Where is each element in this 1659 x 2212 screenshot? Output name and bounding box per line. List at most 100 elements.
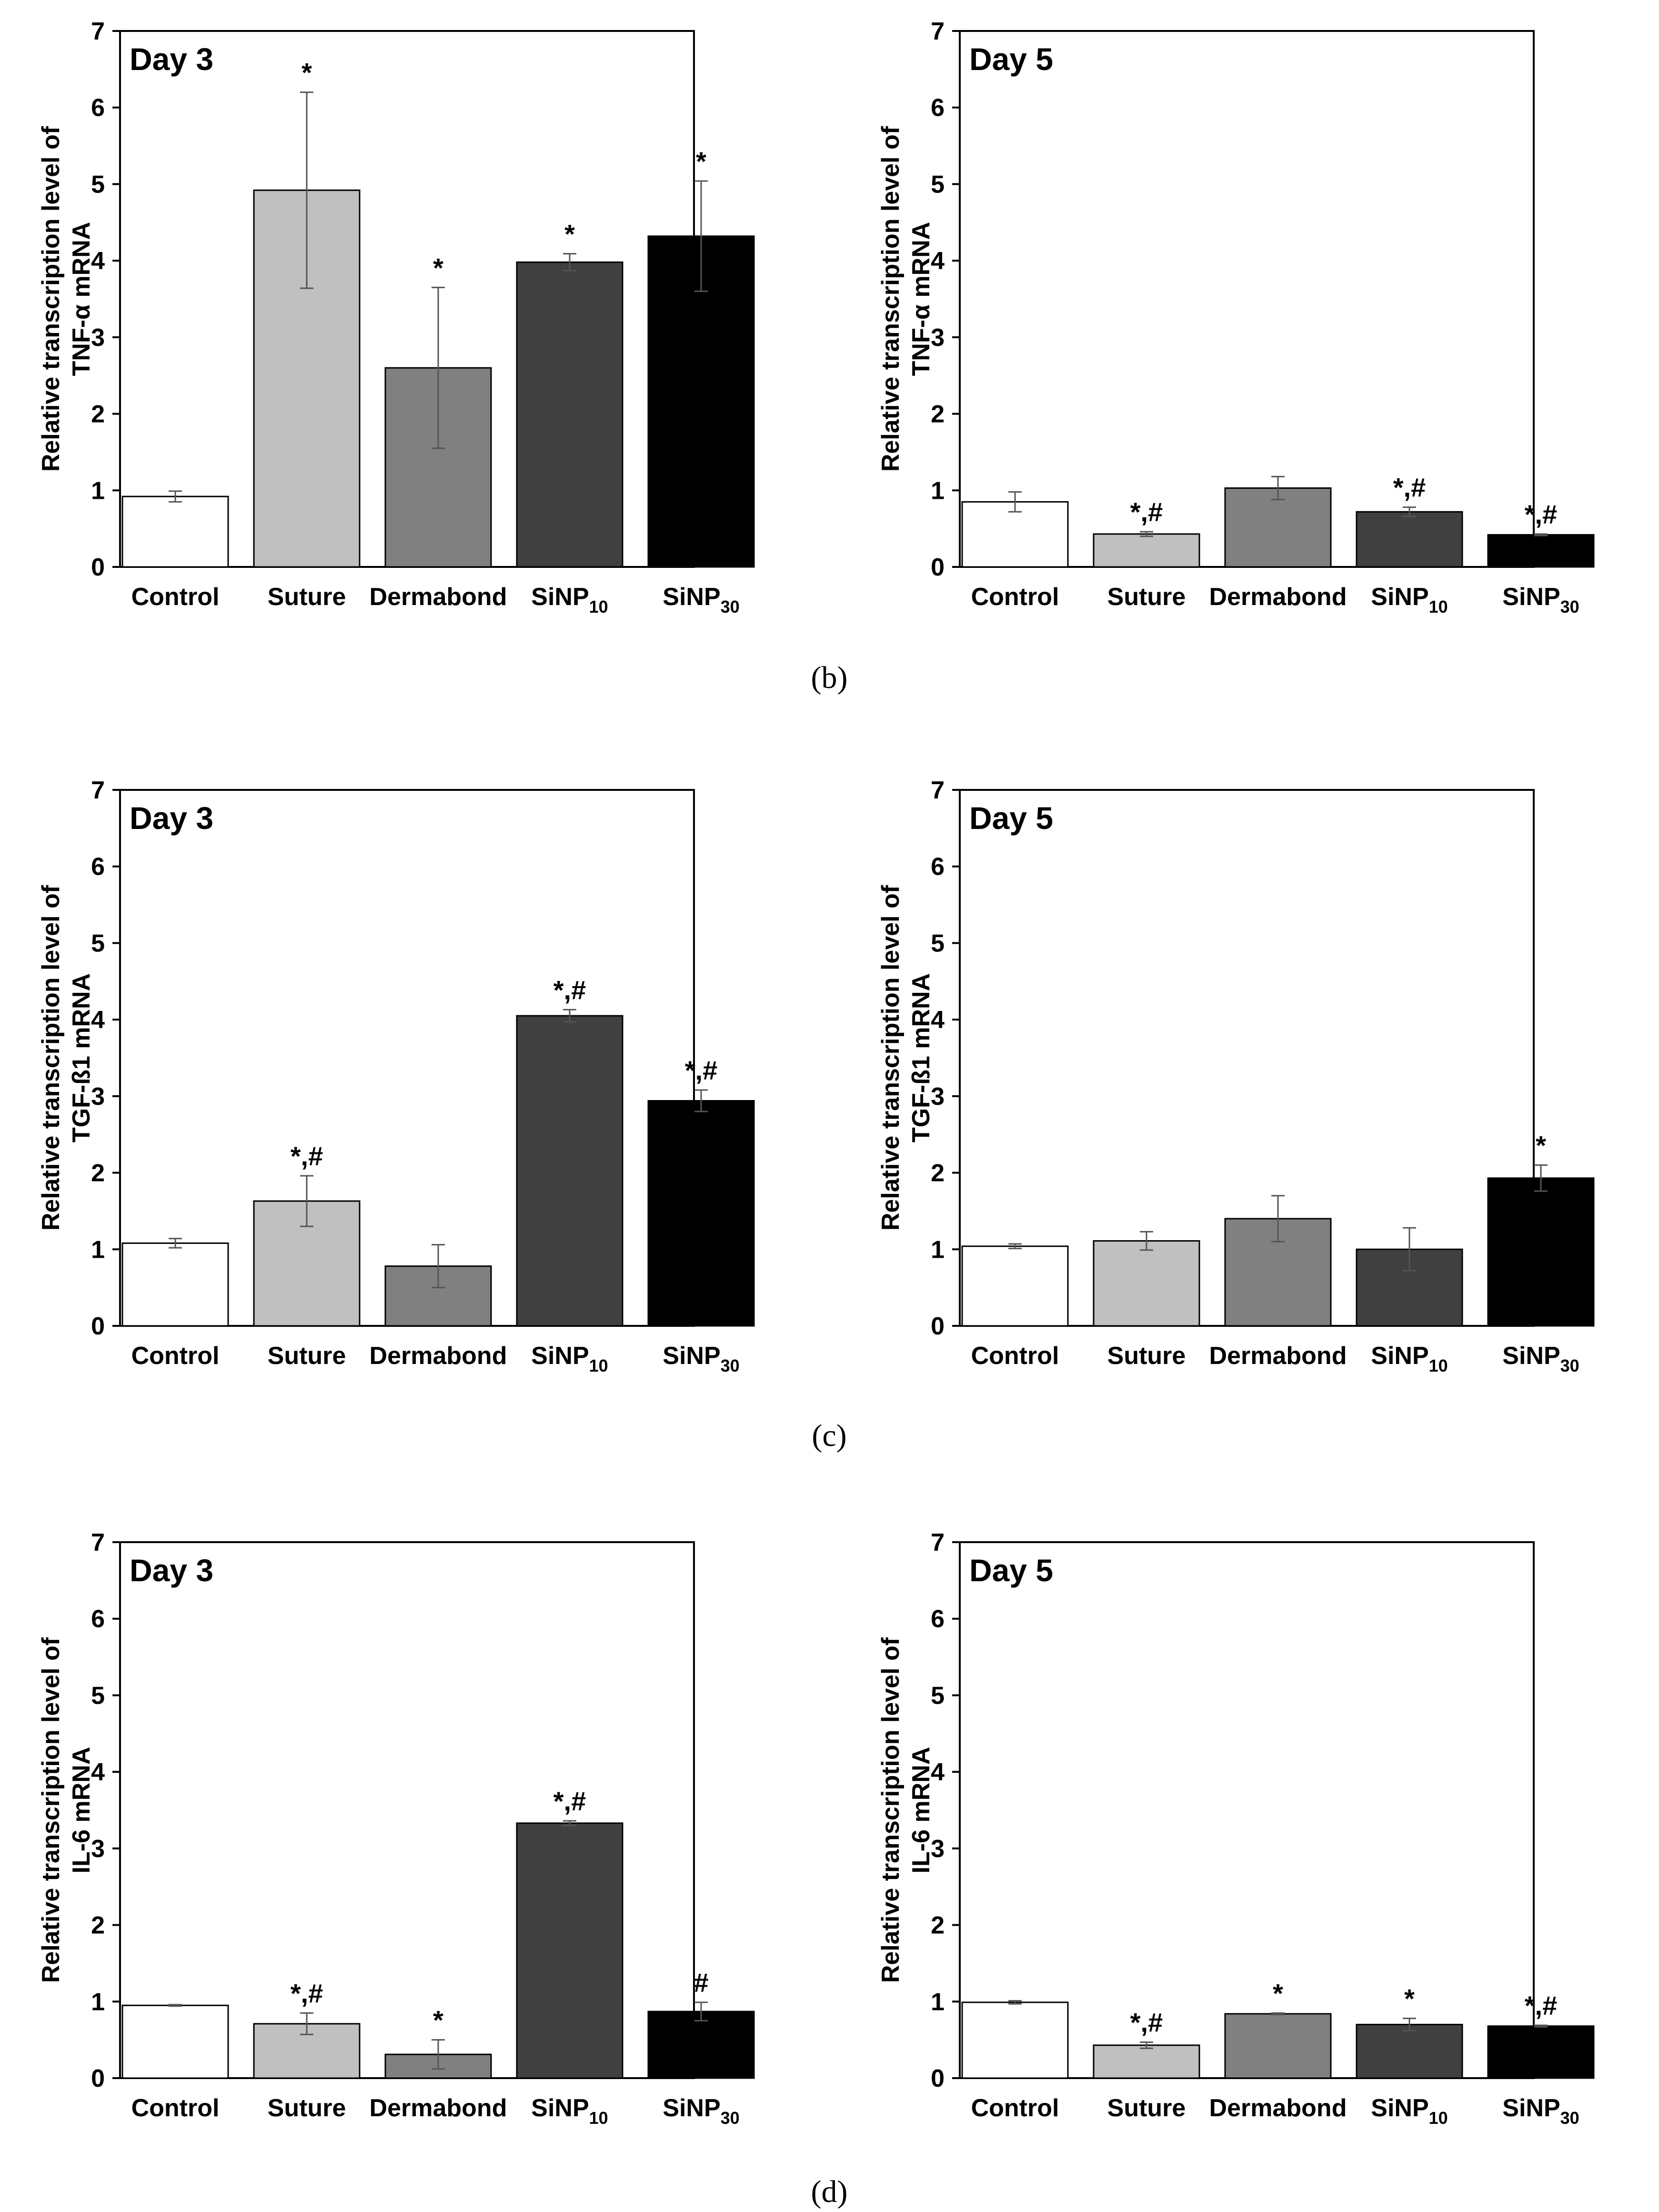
chart-title: Day 5 (969, 800, 1053, 836)
chart-3: 0 1 2 3 4 5 6 7 Relative transcription level of T… (37, 777, 755, 1375)
bar-control (961, 1245, 1069, 1327)
chart-2: 0 1 2 3 4 5 6 7 Relative transcription level of T… (877, 18, 1595, 616)
bar-control (121, 2004, 229, 2079)
x-tick-label-base: Control (971, 2094, 1059, 2122)
y-tick-label: 7 (931, 1529, 945, 1556)
bar-dermabond (1224, 487, 1332, 568)
panel-label-c: (c) (812, 1418, 846, 1453)
x-tick-label-subscript: 30 (721, 2108, 740, 2128)
y-tick-label: 5 (91, 171, 105, 198)
significance-marker: # (694, 1968, 708, 1998)
significance-marker: * (696, 146, 706, 176)
x-tick-label-subscript: 10 (1429, 2108, 1448, 2128)
x-tick-label-subscript: 30 (721, 597, 740, 616)
x-tick-label-base: Control (971, 1342, 1059, 1370)
y-tick-label: 0 (931, 2065, 945, 2092)
y-tick-label: 5 (931, 929, 945, 957)
x-tick-label-control: Control (131, 2094, 220, 2122)
y-tick-label: 7 (91, 777, 105, 804)
chart-1: 0 1 2 3 4 5 6 7 Relative transcription level of T… (37, 18, 755, 616)
panel-label-b: (b) (811, 660, 848, 695)
bar-control (961, 2001, 1069, 2079)
x-tick-label-base: SiNP (1502, 1342, 1560, 1370)
x-tick-label-subscript: 30 (1560, 597, 1579, 616)
x-tick-label-dermabond: Dermabond (1209, 583, 1347, 611)
y-tick-label: 7 (91, 18, 105, 45)
significance-marker: *,# (553, 1786, 586, 1816)
x-tick-label-subscript: 10 (1429, 597, 1448, 616)
bar-sinp30 (647, 1100, 755, 1327)
x-tick-label-subscript: 30 (1560, 1356, 1579, 1375)
bar-dermabond (384, 1265, 492, 1327)
x-tick-label-base: Suture (268, 2094, 346, 2122)
bar-sinp10 (516, 261, 623, 568)
chart-4: 0 1 2 3 4 5 6 7 Relative transcription level of T… (877, 777, 1595, 1375)
x-tick-label-control: Control (971, 1342, 1059, 1370)
chart-title: Day 3 (130, 1553, 213, 1588)
x-tick-label-sinp10: SiNP10 (1371, 583, 1448, 616)
x-tick-label-base: Dermabond (370, 2094, 507, 2122)
x-tick-label-base: Dermabond (1209, 2094, 1347, 2122)
y-tick-label: 3 (91, 1835, 105, 1863)
significance-marker: *,# (1525, 1990, 1558, 2020)
bar-control (961, 501, 1069, 568)
significance-marker: * (302, 58, 312, 88)
x-tick-label-base: Suture (1107, 2094, 1186, 2122)
y-axis-label-measure: TNF-α mRNA (68, 222, 95, 376)
x-tick-label-suture: Suture (1107, 583, 1186, 611)
y-tick-label: 5 (91, 929, 105, 957)
x-tick-label-sinp30: SiNP30 (663, 1342, 739, 1375)
y-tick-label: 7 (931, 777, 945, 804)
plot-frame (959, 1541, 1535, 2079)
y-tick-label: 5 (91, 1682, 105, 1709)
significance-marker: *,# (1525, 499, 1558, 529)
y-tick-label: 3 (931, 1835, 945, 1863)
bar-suture (1093, 533, 1200, 568)
y-tick-label: 0 (931, 1313, 945, 1340)
chart-title: Day 5 (969, 1553, 1053, 1588)
y-axis-label: Relative transcription level of (37, 885, 65, 1231)
x-tick-label-dermabond: Dermabond (370, 1342, 507, 1370)
chart-title: Day 3 (130, 41, 213, 77)
y-axis-label-measure: IL-6 mRNA (907, 1747, 935, 1874)
x-tick-label-control: Control (971, 2094, 1059, 2122)
significance-marker: *,# (291, 1978, 323, 2008)
significance-marker: * (1404, 1984, 1415, 2014)
chart-title: Day 5 (969, 41, 1053, 77)
significance-marker: *,# (1130, 2007, 1163, 2037)
significance-marker: * (433, 2005, 443, 2035)
y-tick-label: 4 (931, 247, 945, 275)
x-tick-label-sinp10: SiNP10 (1371, 2094, 1448, 2128)
y-tick-label: 4 (931, 1758, 945, 1786)
x-tick-label-base: SiNP (1502, 583, 1560, 611)
x-tick-label-dermabond: Dermabond (370, 2094, 507, 2122)
y-axis-label: Relative transcription level of (37, 1637, 65, 1983)
y-tick-label: 5 (931, 171, 945, 198)
y-tick-label: 2 (91, 1160, 105, 1187)
bar-sinp30 (647, 2010, 755, 2079)
x-tick-label-subscript: 30 (1560, 2108, 1579, 2128)
panel-label-d: (d) (811, 2174, 848, 2209)
bar-sinp30 (1487, 534, 1595, 568)
x-tick-label-base: SiNP (663, 583, 720, 611)
panel-labels-group: (b) (c) (d) (811, 660, 848, 2209)
y-tick-label: 1 (931, 1988, 945, 2016)
y-tick-label: 4 (91, 1758, 105, 1786)
bar-control (121, 495, 229, 568)
x-tick-label-sinp30: SiNP30 (1502, 583, 1579, 616)
x-tick-label-base: Dermabond (1209, 583, 1347, 611)
bar-sinp10 (516, 1015, 623, 1327)
y-tick-label: 1 (931, 477, 945, 505)
y-tick-label: 2 (931, 401, 945, 428)
y-tick-label: 2 (931, 1160, 945, 1187)
x-tick-label-base: SiNP (1371, 583, 1428, 611)
bar-sinp10 (516, 1822, 623, 2079)
y-tick-label: 7 (931, 18, 945, 45)
x-tick-label-subscript: 10 (589, 2108, 608, 2128)
y-tick-label: 6 (91, 94, 105, 122)
y-tick-label: 0 (91, 554, 105, 581)
x-tick-label-sinp10: SiNP10 (531, 2094, 608, 2128)
x-tick-label-base: SiNP (663, 1342, 720, 1370)
y-tick-label: 1 (91, 477, 105, 505)
x-tick-label-base: SiNP (531, 583, 589, 611)
